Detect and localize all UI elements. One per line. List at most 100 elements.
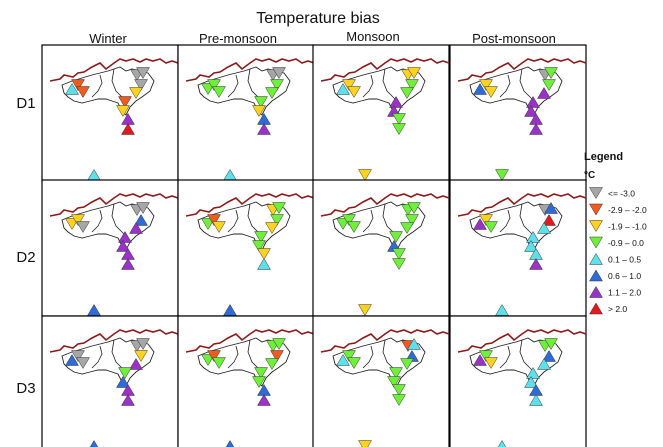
station-marker-s11 bbox=[392, 123, 406, 135]
station-marker-s1 bbox=[473, 218, 487, 230]
station-marker-s8 bbox=[389, 231, 403, 243]
legend: Legend °C <= -3.0 -2.9 – -2.0 -1.9 – -1.0 -0.… bbox=[584, 151, 647, 315]
sub-basin-boundary bbox=[499, 339, 535, 373]
station-marker-s9 bbox=[387, 376, 401, 388]
country-border-line bbox=[185, 329, 315, 353]
station-marker-s9 bbox=[252, 240, 266, 252]
station-marker-s3 bbox=[212, 357, 226, 369]
station-marker-s2 bbox=[479, 79, 493, 91]
station-marker-s7 bbox=[129, 222, 143, 234]
column-header-winter: Winter bbox=[89, 31, 127, 46]
station-marker-s2 bbox=[342, 350, 356, 362]
legend-symbol-2 bbox=[589, 203, 603, 216]
station-marker-s6 bbox=[134, 79, 148, 91]
station-marker-s6 bbox=[270, 214, 284, 226]
station-marker-s5 bbox=[407, 338, 421, 350]
legend-symbol-3 bbox=[589, 220, 603, 232]
station-marker-s11 bbox=[257, 258, 271, 270]
country-border-line bbox=[320, 58, 450, 82]
station-marker-s12 bbox=[225, 440, 235, 447]
station-marker-s6 bbox=[542, 79, 556, 91]
station-marker-s5 bbox=[272, 67, 286, 79]
map-panel-d2-post-monsoon bbox=[449, 179, 587, 317]
country-border-line bbox=[185, 58, 315, 82]
station-marker-s8 bbox=[389, 367, 403, 379]
station-marker-s6 bbox=[405, 214, 419, 226]
station-marker-s8 bbox=[118, 96, 132, 108]
station-marker-s2 bbox=[479, 214, 493, 226]
station-marker-s3 bbox=[76, 221, 90, 233]
station-marker-s3 bbox=[347, 221, 361, 233]
legend-symbol-7 bbox=[589, 286, 603, 298]
country-border-line bbox=[457, 58, 587, 82]
legend-title: Legend bbox=[584, 151, 623, 163]
map-panel-d3-winter bbox=[41, 315, 179, 447]
basin-outline bbox=[197, 337, 291, 387]
station-marker-s8 bbox=[254, 96, 268, 108]
station-marker-s8 bbox=[526, 367, 540, 379]
station-marker-s11 bbox=[529, 123, 543, 135]
sub-basin-boundary bbox=[499, 203, 535, 237]
station-marker-s12 bbox=[89, 440, 99, 447]
station-marker-s8 bbox=[254, 367, 268, 379]
station-marker-s7 bbox=[400, 358, 414, 370]
station-marker-s5 bbox=[544, 338, 558, 350]
station-marker-s5 bbox=[407, 67, 421, 79]
legend-symbol-5 bbox=[589, 253, 603, 265]
column-header-post-monsoon: Post-monsoon bbox=[472, 31, 556, 46]
station-marker-s6 bbox=[542, 214, 556, 226]
station-marker-s9 bbox=[116, 376, 130, 388]
station-marker-s11 bbox=[121, 258, 135, 270]
figure-title: Temperature bias bbox=[256, 10, 380, 27]
legend-symbol-4 bbox=[589, 236, 603, 249]
station-marker-s7 bbox=[129, 358, 143, 370]
station-marker-s2 bbox=[71, 350, 85, 362]
station-marker-s11 bbox=[121, 394, 135, 406]
station-marker-s12 bbox=[497, 440, 507, 447]
basin-outline bbox=[332, 201, 426, 251]
station-marker-s6 bbox=[542, 350, 556, 362]
station-marker-s3 bbox=[347, 357, 361, 369]
station-marker-s3 bbox=[347, 86, 361, 98]
station-marker-s12 bbox=[495, 169, 509, 181]
map-panel-d2-winter bbox=[41, 179, 179, 317]
map-panel-d1-pre-monsoon bbox=[177, 44, 315, 182]
station-marker-s3 bbox=[76, 357, 90, 369]
legend-label-2: -2.9 – -2.0 bbox=[608, 205, 647, 215]
map-panel-d2-pre-monsoon bbox=[177, 179, 315, 317]
basin-outline bbox=[61, 66, 155, 116]
map-panel-d3-monsoon bbox=[312, 315, 450, 447]
station-marker-s12 bbox=[358, 169, 372, 181]
station-marker-s6 bbox=[405, 79, 419, 91]
station-marker-s7 bbox=[400, 87, 414, 99]
station-marker-s5 bbox=[136, 202, 150, 214]
station-marker-s8 bbox=[118, 367, 132, 379]
station-marker-s9 bbox=[524, 376, 538, 388]
panel-frame bbox=[312, 179, 450, 317]
column-header-pre-monsoon: Pre-monsoon bbox=[199, 31, 277, 46]
country-border-line bbox=[185, 193, 315, 217]
station-marker-s7 bbox=[265, 87, 279, 99]
panel-frame bbox=[312, 315, 450, 447]
station-marker-s5 bbox=[544, 202, 558, 214]
station-marker-s10 bbox=[392, 248, 406, 260]
station-marker-s3 bbox=[484, 221, 498, 233]
row-label-d1: D1 bbox=[16, 95, 35, 112]
station-marker-s11 bbox=[392, 394, 406, 406]
basin-outline bbox=[469, 66, 563, 116]
station-marker-s9 bbox=[252, 105, 266, 117]
legend-label-8: > 2.0 bbox=[608, 304, 627, 314]
panel-frame bbox=[449, 315, 587, 447]
station-marker-s7 bbox=[400, 222, 414, 234]
legend-label-5: 0.1 – 0.5 bbox=[608, 255, 641, 265]
row-label-d3: D3 bbox=[16, 380, 35, 397]
panel-frame bbox=[449, 179, 587, 317]
station-marker-s3 bbox=[484, 357, 498, 369]
station-marker-s11 bbox=[257, 394, 271, 406]
station-marker-s10 bbox=[257, 248, 271, 260]
sub-basin-boundary bbox=[91, 203, 127, 237]
station-marker-s9 bbox=[116, 240, 130, 252]
legend-symbol-1 bbox=[589, 187, 603, 199]
map-panel-d2-monsoon bbox=[312, 179, 450, 317]
